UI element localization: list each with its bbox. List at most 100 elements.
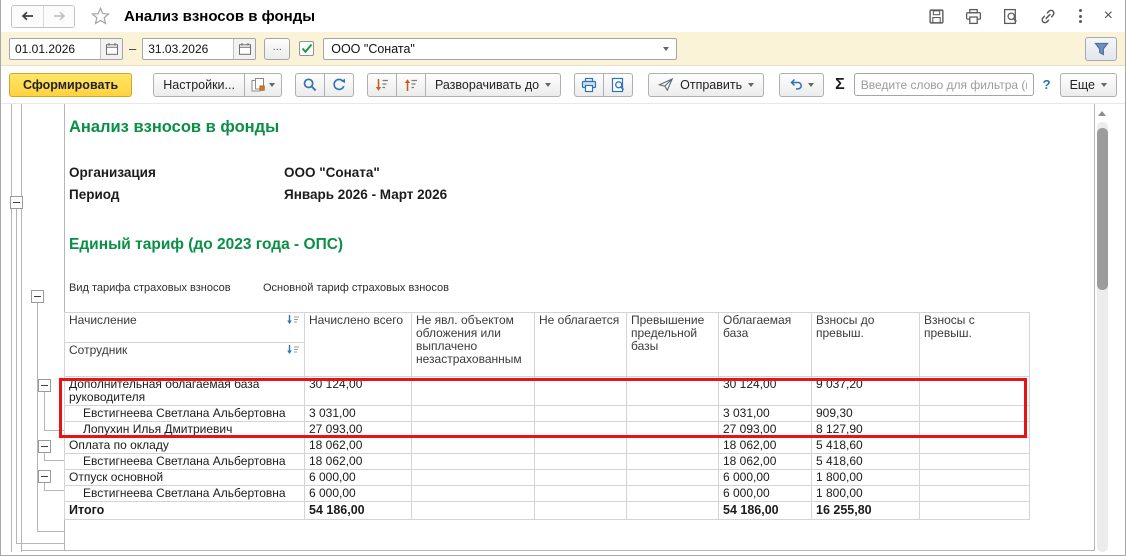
value-cell[interactable] [626, 469, 719, 486]
expand-levels-button[interactable] [366, 72, 397, 97]
expand-to-button[interactable]: Разворачивать до [424, 72, 562, 97]
value-cell[interactable]: 909,30 [811, 405, 920, 422]
period-start-input[interactable] [10, 38, 100, 59]
print-icon[interactable] [965, 8, 982, 25]
calendar-button[interactable] [233, 38, 256, 59]
generate-button[interactable]: Сформировать [9, 72, 133, 97]
value-cell[interactable]: 8 127,90 [811, 421, 920, 438]
value-cell[interactable]: 54 186,00 [304, 501, 412, 520]
value-cell[interactable] [626, 405, 719, 422]
value-cell[interactable]: 30 124,00 [304, 376, 412, 406]
word-filter-input[interactable] [853, 73, 1034, 96]
value-cell[interactable]: 18 062,00 [718, 453, 812, 470]
value-cell[interactable] [534, 453, 627, 470]
value-cell[interactable]: 30 124,00 [718, 376, 812, 406]
accrual-cell[interactable]: Оплата по окладу [64, 437, 305, 454]
scrollbar-track[interactable] [1097, 122, 1108, 552]
report-variants-button[interactable] [243, 72, 282, 97]
value-cell[interactable] [919, 453, 1030, 470]
value-cell[interactable] [534, 501, 627, 520]
settings-button[interactable]: Настройки... [153, 72, 245, 97]
column-header-taxable-base[interactable]: Облагаемая база [718, 312, 812, 377]
scrollbar-up-arrow[interactable] [1098, 111, 1106, 116]
value-cell[interactable] [534, 421, 627, 438]
value-cell[interactable] [411, 437, 535, 454]
value-cell[interactable] [534, 405, 627, 422]
value-cell[interactable]: 9 037,20 [811, 376, 920, 406]
sum-icon[interactable]: Σ [835, 75, 845, 93]
value-cell[interactable]: 6 000,00 [718, 469, 812, 486]
back-button[interactable] [12, 5, 43, 27]
value-cell[interactable] [919, 485, 1030, 502]
value-cell[interactable] [626, 376, 719, 406]
value-cell[interactable]: 1 800,00 [811, 469, 920, 486]
value-cell[interactable] [626, 437, 719, 454]
help-icon[interactable]: ? [1042, 77, 1051, 92]
refresh-button[interactable] [323, 72, 354, 97]
preview-icon[interactable] [1002, 8, 1019, 25]
value-cell[interactable] [411, 485, 535, 502]
employee-cell[interactable]: Евстигнеева Светлана Альбертовна [64, 453, 305, 470]
close-icon[interactable]: × [1103, 7, 1113, 24]
value-cell[interactable]: 6 000,00 [304, 485, 412, 502]
value-cell[interactable] [626, 421, 719, 438]
value-cell[interactable]: 1 800,00 [811, 485, 920, 502]
standard-settings-button[interactable] [779, 72, 825, 97]
period-end-input[interactable] [143, 38, 234, 59]
value-cell[interactable]: 3 031,00 [718, 405, 812, 422]
forward-button[interactable] [43, 5, 74, 27]
filter-settings-button[interactable] [1085, 36, 1117, 61]
value-cell[interactable]: 27 093,00 [304, 421, 412, 438]
value-cell[interactable] [534, 485, 627, 502]
accrual-cell[interactable]: Дополнительная облагаемая база руководит… [64, 376, 305, 406]
column-header-not-taxed[interactable]: Не облагается [534, 312, 627, 377]
value-cell[interactable] [919, 376, 1030, 406]
print-preview-button[interactable] [603, 72, 634, 97]
column-header-contrib-after[interactable]: Взносы с превыш. [919, 312, 1030, 377]
search-button[interactable] [294, 72, 325, 97]
value-cell[interactable]: 6 000,00 [718, 485, 812, 502]
value-cell[interactable] [919, 421, 1030, 438]
value-cell[interactable] [626, 501, 719, 520]
value-cell[interactable] [626, 453, 719, 470]
employee-cell[interactable]: Евстигнеева Светлана Альбертовна [64, 405, 305, 422]
organization-checkbox[interactable] [299, 41, 315, 56]
more-menu-icon[interactable] [1077, 7, 1084, 25]
value-cell[interactable] [534, 376, 627, 406]
value-cell[interactable] [411, 405, 535, 422]
value-cell[interactable]: 5 418,60 [811, 453, 920, 470]
more-button[interactable]: Еще [1059, 72, 1117, 97]
value-cell[interactable]: 5 418,60 [811, 437, 920, 454]
save-icon[interactable] [928, 8, 945, 25]
value-cell[interactable] [411, 469, 535, 486]
collapse-levels-button[interactable] [395, 72, 426, 97]
total-label-cell[interactable]: Итого [64, 501, 305, 520]
value-cell[interactable]: 18 062,00 [304, 437, 412, 454]
value-cell[interactable] [411, 421, 535, 438]
value-cell[interactable] [411, 501, 535, 520]
group-collapse-toggle[interactable] [38, 440, 51, 453]
column-header-not-object[interactable]: Не явл. объектом обложения или выплачено… [411, 312, 535, 377]
value-cell[interactable] [411, 453, 535, 470]
value-cell[interactable]: 18 062,00 [718, 437, 812, 454]
value-cell[interactable]: 54 186,00 [718, 501, 812, 520]
group-collapse-toggle[interactable] [31, 290, 44, 303]
value-cell[interactable] [534, 469, 627, 486]
group-collapse-toggle[interactable] [10, 196, 23, 209]
calendar-button[interactable] [100, 38, 122, 59]
column-header-accrued-total[interactable]: Начислено всего [304, 312, 412, 377]
column-header-employee[interactable]: Сотрудник [64, 342, 305, 377]
organization-combo[interactable]: ООО "Соната" [323, 37, 678, 60]
scrollbar-thumb[interactable] [1097, 128, 1108, 290]
value-cell[interactable] [919, 501, 1030, 520]
accrual-cell[interactable]: Отпуск основной [64, 469, 305, 486]
value-cell[interactable] [411, 376, 535, 406]
send-button[interactable]: Отправить [648, 72, 765, 97]
favorite-star-icon[interactable] [91, 7, 110, 25]
value-cell[interactable] [534, 437, 627, 454]
column-header-excess-base[interactable]: Превышение предельной базы [626, 312, 719, 377]
value-cell[interactable]: 18 062,00 [304, 453, 412, 470]
value-cell[interactable]: 27 093,00 [718, 421, 812, 438]
value-cell[interactable] [919, 405, 1030, 422]
value-cell[interactable] [626, 485, 719, 502]
